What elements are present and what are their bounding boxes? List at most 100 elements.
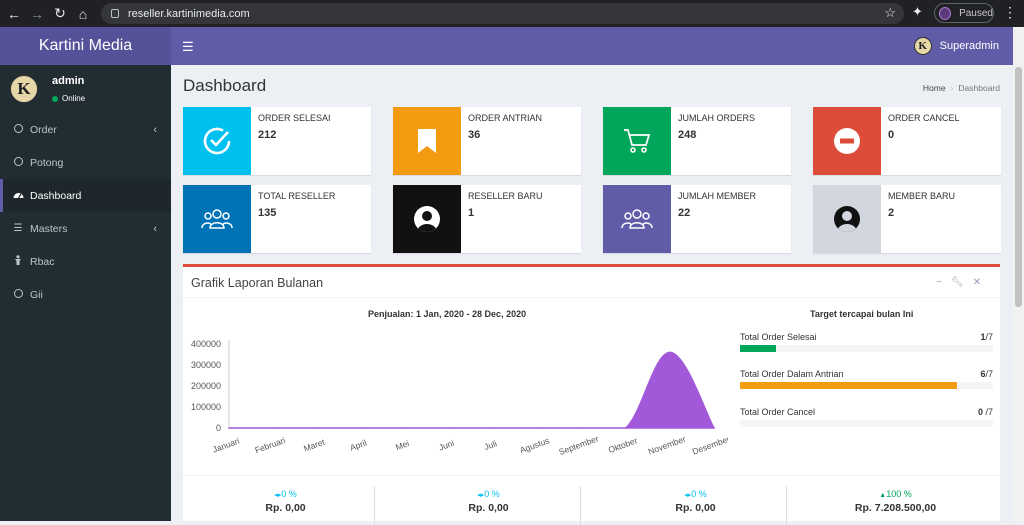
bookmark-star-icon[interactable]: ☆ <box>884 5 896 20</box>
progress-value: 1/7 <box>980 332 993 342</box>
sidebar-item-label: Order <box>30 123 57 136</box>
footer-amount: Rp. 0,00 <box>265 502 306 514</box>
app-logo[interactable]: Kartini Media <box>0 27 171 65</box>
info-box-value: 22 <box>678 207 691 219</box>
sidebar-item-rbac[interactable]: Rbac <box>0 245 171 278</box>
footer-percent: ◂▸0 % <box>477 489 500 499</box>
sidebar-item-dashboard[interactable]: Dashboard <box>0 179 171 212</box>
breadcrumb-home[interactable]: Home <box>922 83 946 93</box>
progress-group-cancel: Total Order Cancel 0 /7 <box>740 407 993 427</box>
y-tick-label: 0 <box>216 423 221 433</box>
browser-menu-icon[interactable]: ⋮ <box>1003 4 1017 20</box>
footer-stat: ◂▸0 % Rp. 0,00 <box>386 489 591 514</box>
sidebar-item-gii[interactable]: Gii <box>0 278 171 311</box>
info-box-value: 0 <box>888 129 895 141</box>
info-box-label: TOTAL RESELLER <box>258 191 336 201</box>
monthly-report-box: Grafik Laporan Bulanan −🔧︎✕ Penjualan: 1… <box>183 264 1000 525</box>
info-box-value: 212 <box>258 129 277 141</box>
data-point <box>316 427 318 429</box>
data-point <box>580 427 583 429</box>
box-footer: ◂▸0 % Rp. 0,00 ◂▸0 % Rp. 0,00 ◂▸0 % Rp. … <box>183 475 1000 525</box>
home-icon[interactable]: ⌂ <box>78 5 88 22</box>
data-point <box>669 351 671 354</box>
sidebar-toggle-icon[interactable]: ☰ <box>182 39 194 54</box>
circle-icon <box>13 288 23 301</box>
collapse-icon[interactable]: − <box>936 277 951 288</box>
trend-icon: ◂▸ <box>477 492 485 499</box>
sidebar-item-potong[interactable]: Potong <box>0 146 171 179</box>
sidebar-item-label: Rbac <box>30 255 55 268</box>
x-tick-label: November <box>647 434 687 457</box>
x-tick-label: Oktober <box>607 435 639 455</box>
user-menu[interactable]: K Superadmin <box>913 37 999 55</box>
profile-avatar <box>939 6 952 20</box>
sidebar-item-label: Potong <box>30 156 64 169</box>
reload-icon[interactable]: ↻ <box>54 5 66 21</box>
list-icon: ☰ <box>13 223 23 234</box>
user-menu-label: Superadmin <box>939 40 999 52</box>
users-icon <box>603 185 671 253</box>
data-point <box>713 427 715 429</box>
data-point <box>448 427 451 429</box>
user-panel-status: Online <box>52 94 85 103</box>
page-scrollbar[interactable] <box>1013 27 1024 521</box>
info-box-label: ORDER SELESAI <box>258 113 331 123</box>
x-tick-label: Juni <box>437 438 455 453</box>
progress-value: 6/7 <box>980 369 993 379</box>
info-box-jumlah-orders: JUMLAH ORDERS 248 <box>603 107 791 175</box>
users-icon <box>183 185 251 253</box>
user-circle-icon <box>813 185 881 253</box>
user-panel-avatar: K <box>10 75 38 103</box>
cart-icon <box>603 107 671 175</box>
circle-icon <box>13 123 23 136</box>
progress-bar <box>740 382 993 389</box>
footer-amount: Rp. 0,00 <box>468 502 509 514</box>
sidebar-item-label: Dashboard <box>30 189 82 202</box>
x-tick-label: Desember <box>691 434 728 457</box>
scrollbar-thumb[interactable] <box>1015 67 1022 307</box>
sidebar-item-masters[interactable]: ☰ Masters ‹ <box>0 212 171 245</box>
info-box-value: 248 <box>678 129 697 141</box>
minus-circle-icon <box>813 107 881 175</box>
area-series <box>229 351 716 429</box>
sidebar-item-order[interactable]: Order ‹ <box>0 113 171 146</box>
footer-percent: ◂▸0 % <box>274 489 297 499</box>
progress-label: Total Order Dalam Antrian <box>740 369 844 379</box>
sales-area-chart: 0 100000 200000 300000 400000 Januari Februari… <box>191 339 728 457</box>
dashboard-icon <box>13 190 24 202</box>
footer-stat: ◂▸0 % Rp. 0,00 <box>183 489 388 514</box>
x-tick-label: Februari <box>253 435 286 455</box>
y-tick-label: 200000 <box>191 381 221 391</box>
sidebar: K admin Online Order ‹ Potong Dashboard … <box>0 65 171 521</box>
info-box-value: 135 <box>258 207 277 219</box>
data-point <box>272 427 274 429</box>
online-dot-icon <box>52 95 58 102</box>
footer-percent: ▲100 % <box>879 489 912 499</box>
chart-title: Penjualan: 1 Jan, 2020 - 28 Dec, 2020 <box>368 309 527 319</box>
extensions-icon[interactable]: ✦ <box>912 4 923 19</box>
data-point <box>360 427 363 429</box>
chevron-left-icon: ‹ <box>153 123 157 136</box>
box-title: Grafik Laporan Bulanan <box>191 276 324 290</box>
back-icon[interactable]: ← <box>7 5 21 22</box>
breadcrumb: Home › Dashboard <box>922 83 1000 93</box>
x-tick-label: Agustus <box>518 435 550 455</box>
profile-status: Paused <box>959 7 993 19</box>
url-text: reseller.kartinimedia.com <box>128 7 250 20</box>
forward-icon[interactable]: → <box>30 5 44 22</box>
user-panel-status-label: Online <box>62 94 86 103</box>
profile-button[interactable]: Paused <box>934 3 994 23</box>
info-box-value: 36 <box>468 129 481 141</box>
footer-amount: Rp. 7.208.500,00 <box>854 502 937 514</box>
address-bar[interactable]: reseller.kartinimedia.com ☆ <box>101 3 904 24</box>
progress-group-selesai: Total Order Selesai 1/7 <box>740 332 993 352</box>
info-box-reseller-baru: RESELLER BARU 1 <box>393 185 581 253</box>
progress-bar <box>740 420 993 427</box>
user-avatar: K <box>913 37 932 55</box>
wrench-icon[interactable]: 🔧︎ <box>950 277 973 288</box>
footer-stat: ◂▸0 % Rp. 0,00 <box>593 489 798 514</box>
progress-label: Total Order Selesai <box>740 332 817 342</box>
x-tick-label: September <box>557 433 600 457</box>
close-icon[interactable]: ✕ <box>972 277 990 288</box>
info-box-order-selesai: ORDER SELESAI 212 <box>183 107 371 175</box>
